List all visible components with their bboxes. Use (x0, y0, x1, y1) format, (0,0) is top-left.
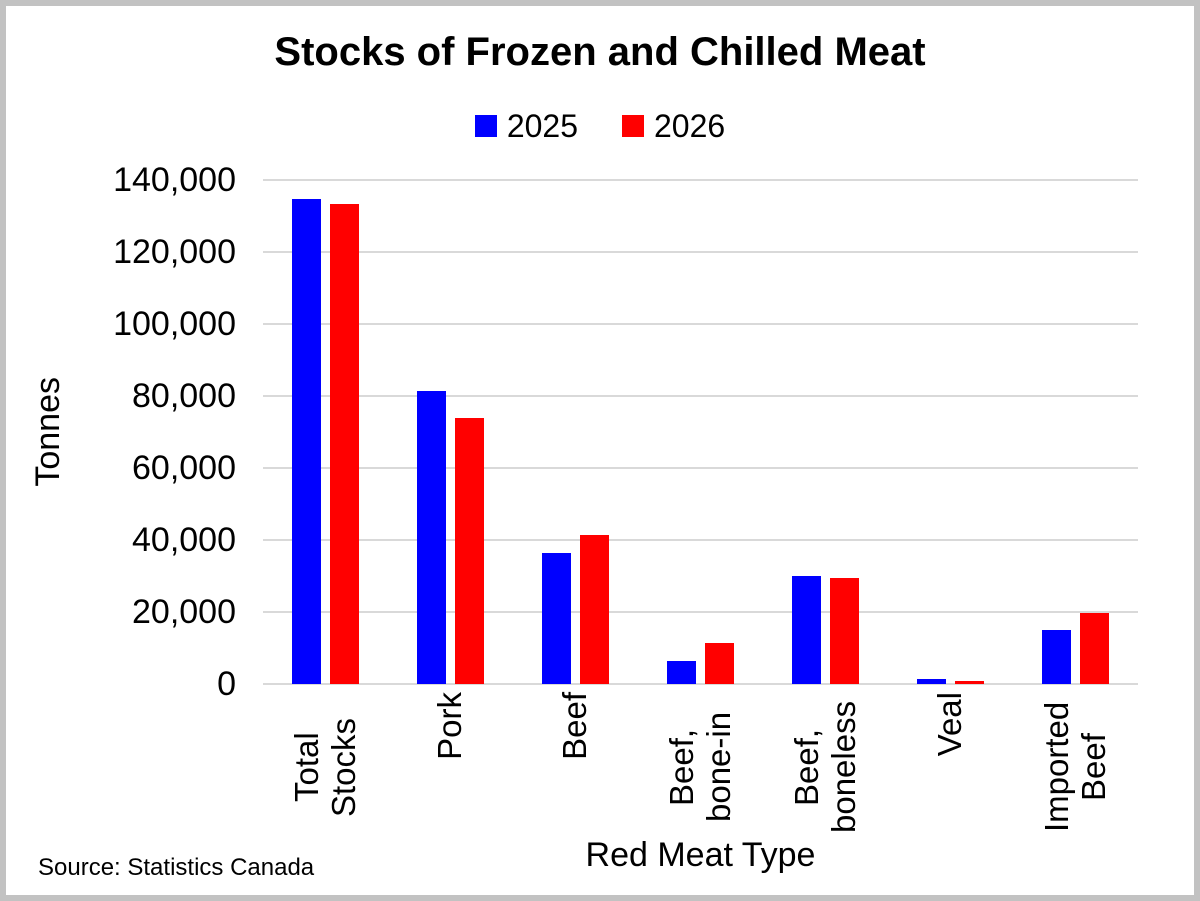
legend-swatch-2025 (474, 115, 497, 137)
bar-2025-imported-beef (1042, 629, 1071, 684)
y-tick-label: 120,000 (113, 233, 236, 271)
plot-area (263, 179, 1138, 685)
source-note: Source: Statistics Canada (38, 854, 315, 881)
chart-title: Stocks of Frozen and Chilled Meat (274, 30, 926, 74)
gridline-20000 (263, 611, 1138, 613)
y-tick-label: 40,000 (132, 521, 236, 559)
y-tick-label: 140,000 (113, 161, 236, 199)
y-tick-label: 60,000 (132, 449, 236, 487)
category-group-pork (388, 180, 513, 684)
x-label-slot-beef: Beef (513, 692, 638, 852)
bar-2026-imported-beef (1080, 613, 1109, 684)
bar-2026-total-stocks (330, 203, 359, 684)
x-axis-label-veal: Veal (931, 692, 969, 757)
x-label-slot-beef-boneless: Beef, boneless (763, 692, 888, 852)
x-axis-title: Red Meat Type (585, 836, 816, 874)
y-tick-label: 0 (217, 665, 236, 703)
bar-2026-veal (955, 681, 984, 684)
legend-label: 2025 (506, 107, 578, 144)
category-group-beef-bone-in (638, 180, 763, 684)
category-group-total-stocks (263, 180, 388, 684)
bar-2026-beef-boneless (830, 577, 859, 684)
bar-2025-total-stocks (292, 199, 321, 684)
legend-swatch-2026 (622, 115, 644, 137)
x-axis-label-beef: Beef (556, 692, 594, 760)
gridline-100000 (263, 323, 1138, 325)
bar-2026-beef (580, 535, 609, 684)
bar-2025-beef-boneless (792, 575, 821, 684)
legend: 2025 2026 (6, 106, 1194, 146)
category-group-beef-boneless (763, 180, 888, 684)
x-axis-label-beef-boneless: Beef, boneless (787, 700, 862, 834)
x-label-slot-veal: Veal (888, 692, 1013, 852)
bars (263, 180, 1138, 684)
legend-entry-2025: 2025 (474, 107, 578, 145)
category-group-beef (513, 180, 638, 684)
gridline-140000 (263, 179, 1138, 181)
gridline-60000 (263, 467, 1138, 469)
gridline-120000 (263, 251, 1138, 253)
x-axis-labels: Total Stocks Pork Beef Beef, bone-in Beef, b… (263, 692, 1138, 852)
x-label-slot-imported-beef: Imported Beef (1013, 692, 1138, 852)
gridline-40000 (263, 539, 1138, 541)
gridline-0 (263, 683, 1138, 685)
bar-2025-beef-bone-in (667, 661, 696, 684)
y-tick-label: 80,000 (132, 377, 236, 415)
y-axis-tick-labels: 0 20,000 40,000 60,000 80,000 100,000 120,000 1… (6, 6, 236, 895)
bar-2025-pork (417, 391, 446, 684)
x-axis-label-pork: Pork (431, 692, 469, 760)
x-label-slot-beef-bone-in: Beef, bone-in (638, 692, 763, 852)
x-axis-label-imported-beef: Imported Beef (1037, 701, 1112, 833)
gridline-80000 (263, 395, 1138, 397)
x-axis-label-total-stocks: Total Stocks (287, 717, 362, 817)
legend-label: 2026 (654, 107, 726, 144)
bar-2026-beef-bone-in (705, 642, 734, 684)
x-label-slot-total-stocks: Total Stocks (263, 692, 388, 852)
category-group-imported-beef (1013, 180, 1138, 684)
bar-2026-pork (455, 417, 484, 684)
bar-2025-beef (542, 553, 571, 684)
y-tick-label: 100,000 (113, 305, 236, 343)
y-tick-label: 20,000 (132, 593, 236, 631)
category-group-veal (888, 180, 1013, 684)
x-label-slot-pork: Pork (388, 692, 513, 852)
legend-entry-2026: 2026 (622, 108, 725, 145)
x-axis-label-beef-bone-in: Beef, bone-in (662, 711, 737, 823)
bar-2025-veal (917, 679, 946, 684)
